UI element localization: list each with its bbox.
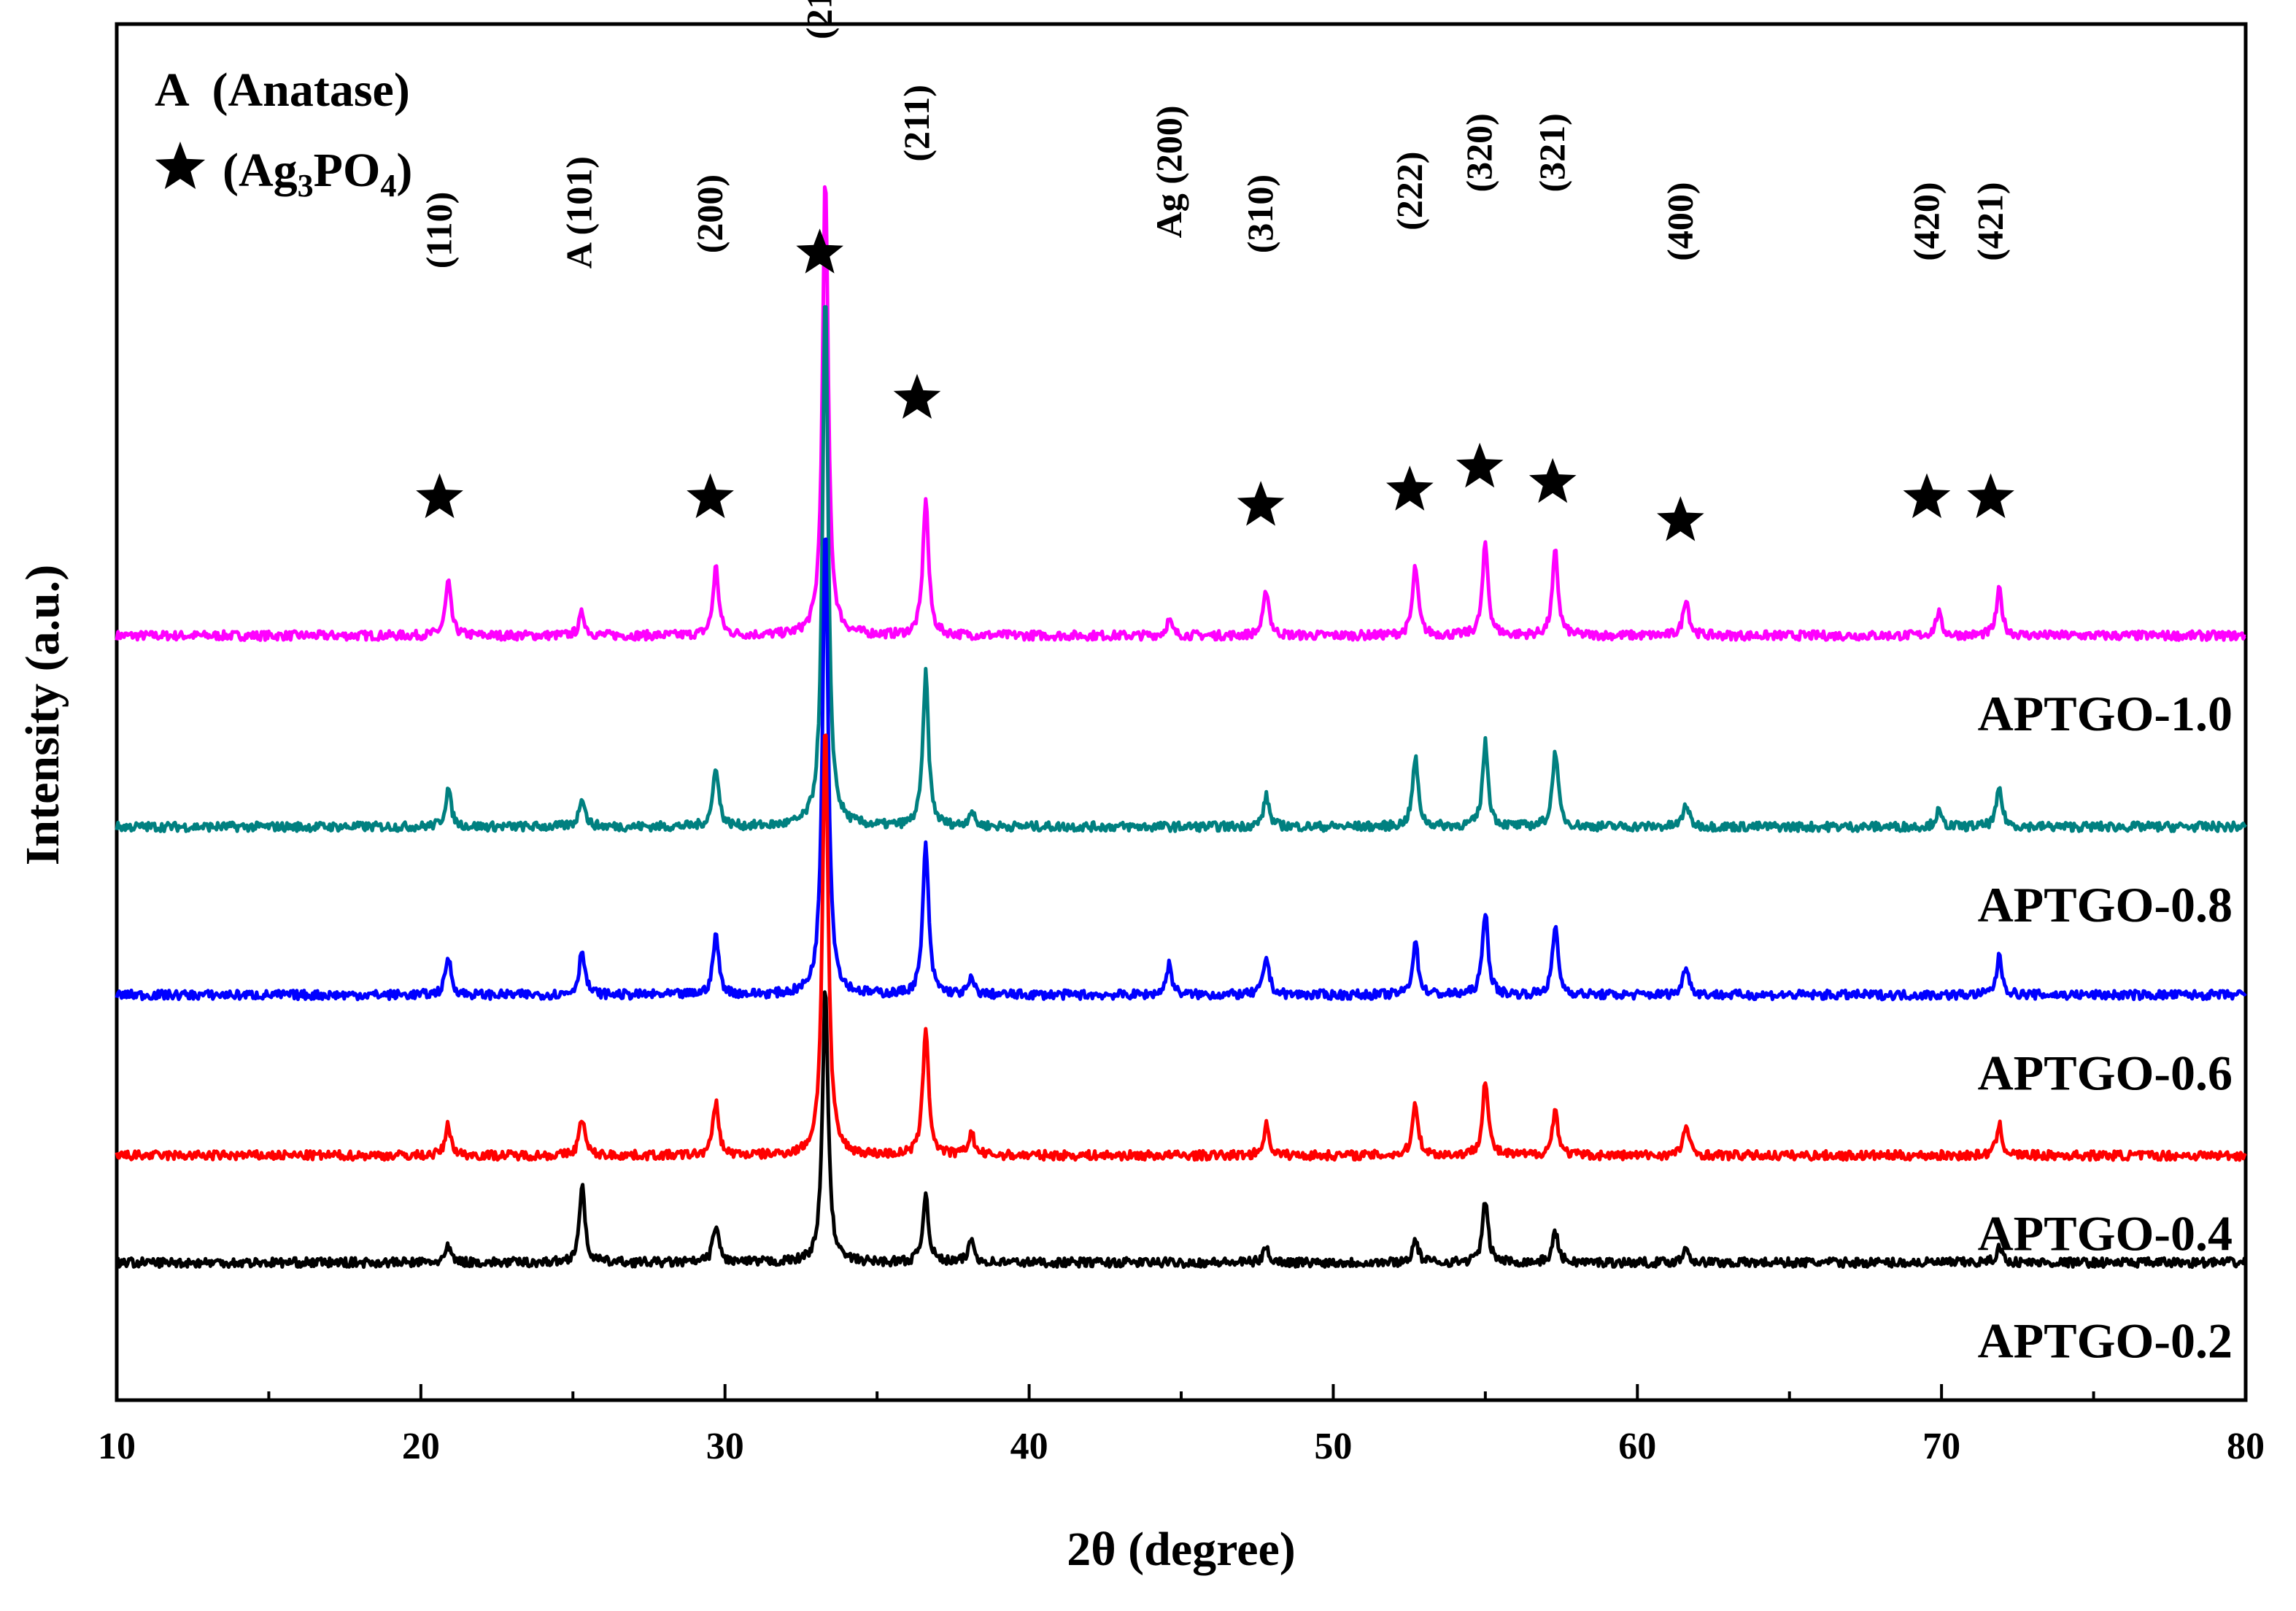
peak-label: (320) [1458,113,1499,192]
legend-ag3po4-sub2: 4 [380,168,396,204]
legend-ag3po4-part3: ) [396,144,412,197]
series-line-aptgo-1.0 [115,185,2246,642]
peak-star-icon [1237,481,1285,526]
peak-star-icon [1386,465,1434,511]
x-tick-label: 50 [1314,1426,1352,1467]
legend: A (Anatase) (Ag3PO4) [155,63,412,204]
series-line-aptgo-0.4 [115,733,2247,1162]
x-tick-label: 40 [1010,1426,1048,1467]
legend-ag3po4-sub1: 3 [298,168,314,204]
series-line-aptgo-0.8 [115,305,2247,833]
peak-label: (200) [689,174,730,253]
peak-label: (222) [1388,152,1429,231]
peak-label: (321) [1531,113,1572,192]
peak-annotations: (110) A (101) (200) (210) (211) Ag (200) (310)… [416,0,2014,541]
peak-star-icon [416,473,463,519]
series-label-aptgo-1.0: APTGO-1.0 [1978,686,2233,741]
peak-label: (421) [1970,182,2011,260]
x-tick-label: 80 [2227,1426,2265,1467]
series-label-aptgo-0.6: APTGO-0.6 [1978,1046,2233,1101]
peak-star-icon [1657,496,1704,541]
peak-label: Ag (200) [1148,105,1189,238]
legend-ag3po4-part1: (Ag [223,144,298,197]
series-line-aptgo-0.2 [115,990,2248,1270]
x-tick-label: 30 [706,1426,744,1467]
series-layer: APTGO-1.0 APTGO-0.8 APTGO-0.6 APTGO-0.4 APTG… [115,185,2248,1368]
y-axis-title: Intensity (a.u.) [16,565,69,866]
legend-ag3po4-part2: PO [314,144,381,197]
x-tick-label: 10 [98,1426,136,1467]
series-line-aptgo-0.6 [115,537,2247,1002]
x-tick-label: 70 [1922,1426,1960,1467]
peak-star-icon [796,228,843,274]
peak-label: (420) [1906,182,1947,260]
peak-label: (400) [1659,182,1700,260]
peak-star-icon [1903,473,1951,519]
peak-star-icon [687,473,734,519]
legend-anatase-text: (Anatase) [212,63,410,117]
series-label-aptgo-0.8: APTGO-0.8 [1978,877,2233,932]
legend-star-icon [155,142,206,190]
series-label-aptgo-0.2: APTGO-0.2 [1978,1313,2233,1368]
series-label-aptgo-0.4: APTGO-0.4 [1978,1206,2233,1262]
legend-anatase-marker: A [155,63,190,117]
peak-star-icon [1528,457,1577,503]
peak-star-icon [893,374,941,419]
x-axis-ticks: 10 20 30 40 50 60 70 80 [98,1384,2265,1467]
legend-ag3po4: (Ag3PO4) [223,144,412,204]
x-axis-title: 2θ (degree) [1067,1523,1296,1576]
peak-label: (310) [1240,174,1280,253]
peak-label: (110) [419,192,460,269]
legend-anatase: A (Anatase) [155,63,410,117]
x-tick-label: 20 [402,1426,440,1467]
peak-star-icon [1456,442,1504,488]
peak-label: A (101) [558,156,599,268]
peak-star-icon [1967,473,2014,519]
peak-label: (211) [896,85,937,162]
x-tick-label: 60 [1618,1426,1656,1467]
peak-label: (210) [799,0,840,39]
